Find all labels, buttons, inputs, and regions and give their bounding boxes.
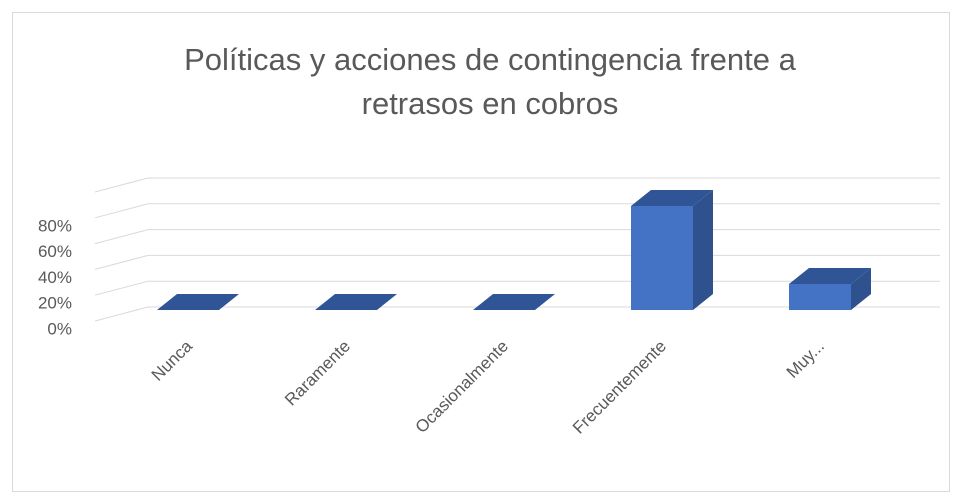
bar	[157, 294, 239, 310]
y-tick-label: 80%	[38, 216, 72, 235]
y-tick-label: 20%	[38, 294, 72, 313]
bar	[473, 294, 555, 310]
bar-top	[631, 190, 713, 206]
bar-top	[789, 268, 871, 284]
bar-top	[315, 294, 397, 310]
bar-top	[473, 294, 555, 310]
bar-top	[157, 294, 239, 310]
chart-border	[12, 12, 950, 492]
bar	[789, 268, 871, 310]
bar-side	[851, 268, 871, 310]
chart-title: Políticas y acciones de contingencia fre…	[184, 42, 796, 121]
bar	[315, 294, 397, 310]
bar-front	[631, 206, 693, 310]
y-tick-label: 40%	[38, 268, 72, 287]
bar-side	[693, 190, 713, 310]
y-tick-label: 0%	[47, 319, 72, 338]
grid-line	[94, 177, 940, 193]
y-tick-label: 60%	[38, 242, 72, 261]
bar	[631, 190, 713, 310]
bar-front	[789, 284, 851, 310]
